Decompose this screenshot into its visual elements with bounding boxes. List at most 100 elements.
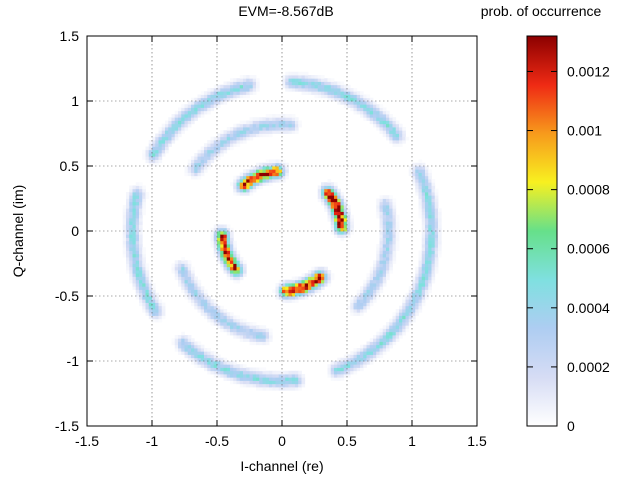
heatmap-cell bbox=[122, 214, 127, 219]
heatmap-cell bbox=[425, 198, 429, 203]
heatmap-cell bbox=[194, 354, 198, 359]
heatmap-cell bbox=[272, 179, 276, 183]
heatmap-cell bbox=[265, 114, 270, 118]
heatmap-cell bbox=[356, 104, 361, 108]
heatmap-cell bbox=[386, 331, 390, 336]
heatmap-cell bbox=[197, 175, 202, 180]
heatmap-cell bbox=[239, 182, 244, 186]
heatmap-cell bbox=[210, 104, 215, 108]
heatmap-cell bbox=[428, 270, 432, 274]
heatmap-cell bbox=[327, 205, 332, 209]
heatmap-cell bbox=[395, 247, 400, 251]
heatmap-cell bbox=[389, 263, 393, 268]
heatmap-cell bbox=[369, 120, 374, 125]
heatmap-cell bbox=[418, 283, 423, 287]
heatmap-cell bbox=[379, 224, 384, 229]
heatmap-cell bbox=[392, 244, 397, 248]
heatmap-cell bbox=[330, 188, 335, 193]
heatmap-cell bbox=[126, 244, 130, 248]
heatmap-cell bbox=[200, 149, 205, 154]
heatmap-cell bbox=[369, 104, 374, 108]
heatmap-cell bbox=[408, 305, 413, 310]
heatmap-cell bbox=[243, 94, 247, 99]
heatmap-cell bbox=[428, 198, 432, 203]
heatmap-cell bbox=[126, 205, 130, 209]
heatmap-cell bbox=[223, 97, 228, 102]
heatmap-cell bbox=[389, 120, 393, 125]
heatmap-cell bbox=[425, 266, 429, 271]
heatmap-cell bbox=[210, 240, 215, 245]
heatmap-cell bbox=[204, 357, 208, 362]
heatmap-cell bbox=[158, 315, 163, 320]
heatmap-cell bbox=[337, 227, 341, 232]
heatmap-cell bbox=[223, 367, 228, 372]
heatmap-cell bbox=[239, 364, 244, 368]
heatmap-cell bbox=[347, 104, 351, 108]
heatmap-cell bbox=[363, 104, 367, 108]
heatmap-cell bbox=[239, 175, 244, 180]
heatmap-cell bbox=[139, 231, 143, 235]
heatmap-cell bbox=[434, 263, 439, 268]
heatmap-cell bbox=[434, 224, 439, 229]
heatmap-cell bbox=[142, 263, 146, 268]
heatmap-cell bbox=[431, 273, 436, 277]
heatmap-cell bbox=[337, 374, 341, 378]
heatmap-cell bbox=[184, 273, 189, 277]
heatmap-cell bbox=[356, 91, 361, 95]
heatmap-cell bbox=[197, 357, 202, 362]
heatmap-cell bbox=[278, 370, 283, 375]
heatmap-cell bbox=[418, 192, 423, 196]
heatmap-cell bbox=[197, 309, 202, 313]
heatmap-cell bbox=[168, 140, 172, 144]
heatmap-cell bbox=[269, 377, 273, 381]
heatmap-cell bbox=[288, 123, 293, 128]
heatmap-cell bbox=[285, 377, 289, 381]
heatmap-cell bbox=[256, 338, 260, 342]
heatmap-cell bbox=[246, 179, 250, 183]
heatmap-cell bbox=[337, 377, 341, 381]
heatmap-cell bbox=[230, 94, 234, 99]
heatmap-cell bbox=[350, 221, 354, 225]
heatmap-cell bbox=[223, 357, 228, 362]
heatmap-cell bbox=[431, 227, 436, 232]
heatmap-cell bbox=[337, 195, 341, 199]
heatmap-cell bbox=[317, 78, 322, 82]
heatmap-cell bbox=[353, 364, 358, 368]
heatmap-cell bbox=[363, 114, 367, 118]
heatmap-cell bbox=[314, 273, 319, 277]
heatmap-cell bbox=[142, 211, 146, 216]
heatmap-cell bbox=[421, 253, 426, 258]
heatmap-cell bbox=[389, 257, 393, 261]
heatmap-cell bbox=[187, 341, 192, 346]
heatmap-cell bbox=[191, 302, 195, 307]
heatmap-cell bbox=[171, 338, 176, 342]
heatmap-cell bbox=[256, 387, 260, 391]
heatmap-cell bbox=[382, 107, 387, 112]
x-tick-label: 1.5 bbox=[467, 433, 487, 449]
heatmap-cell bbox=[194, 361, 198, 365]
heatmap-cell bbox=[191, 156, 195, 160]
heatmap-cell bbox=[223, 374, 228, 378]
heatmap-cell bbox=[142, 260, 146, 264]
heatmap-cell bbox=[204, 309, 208, 313]
heatmap-cell bbox=[265, 159, 270, 164]
heatmap-cell bbox=[392, 120, 397, 125]
heatmap-cell bbox=[191, 162, 195, 167]
heatmap-cell bbox=[298, 81, 302, 86]
heatmap-cell bbox=[285, 71, 289, 76]
heatmap-cell bbox=[239, 188, 244, 193]
heatmap-cell bbox=[217, 133, 221, 138]
heatmap-cell bbox=[217, 367, 221, 372]
heatmap-cell bbox=[194, 169, 198, 173]
heatmap-cell bbox=[347, 88, 351, 92]
heatmap-cell bbox=[382, 231, 387, 235]
heatmap-cell bbox=[337, 221, 341, 225]
heatmap-cell bbox=[178, 348, 182, 352]
heatmap-cell bbox=[226, 240, 231, 245]
heatmap-cell bbox=[122, 224, 127, 229]
heatmap-cell bbox=[340, 370, 345, 375]
heatmap-cell bbox=[269, 338, 273, 342]
heatmap-cell bbox=[220, 234, 224, 238]
heatmap-cell bbox=[236, 335, 241, 339]
heatmap-cell bbox=[181, 114, 185, 118]
